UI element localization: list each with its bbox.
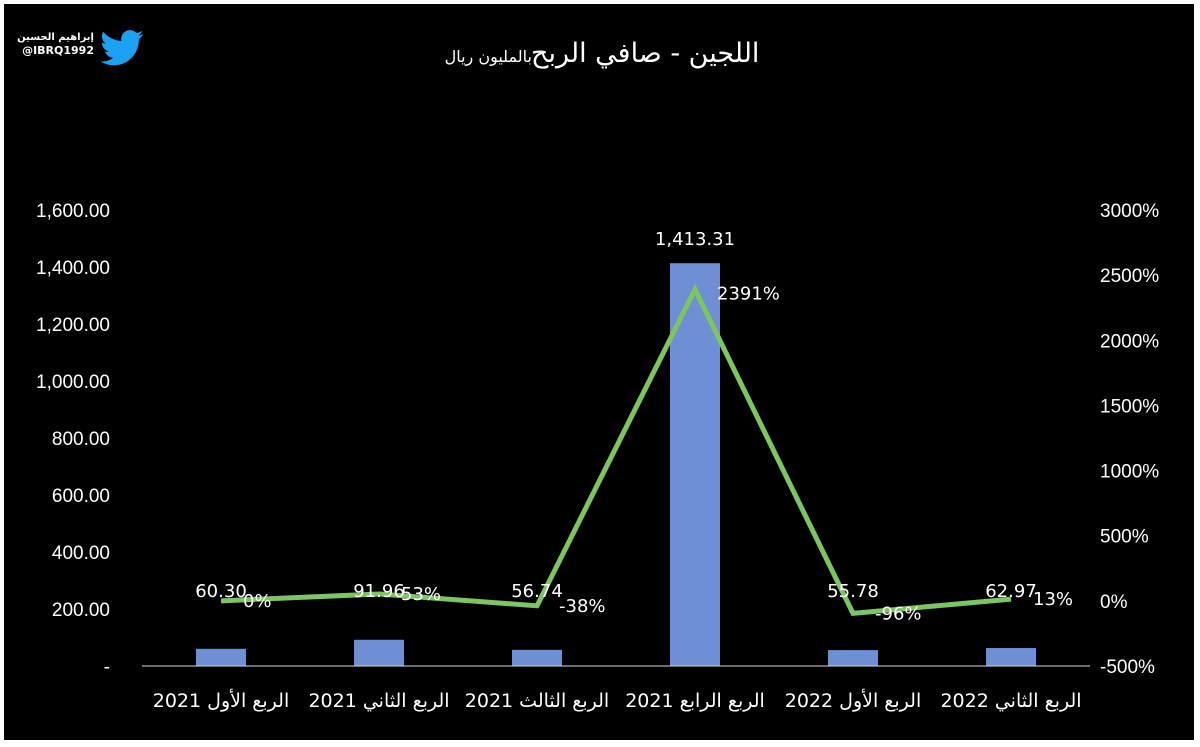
left-axis: - 200.00 400.00 600.00 800.00 1,000.00 1,200.0… [36, 201, 110, 678]
category-label: الربع الثاني 2022 [940, 690, 1081, 712]
bar [354, 639, 404, 666]
bar [986, 648, 1036, 666]
growth-line [220, 283, 1012, 617]
chart-svg: إبراهيم الحسين @IBRQ1992 اللجين - صافي ا… [17, 30, 1159, 712]
left-tick-label: 1,400.00 [36, 258, 110, 279]
bar-series [196, 263, 1036, 666]
left-tick-label: - [104, 657, 110, 678]
right-tick-label: 3000% [1100, 201, 1159, 222]
left-tick-label: 1,600.00 [36, 201, 110, 222]
bar [670, 263, 720, 666]
left-tick-label: 400.00 [52, 543, 110, 564]
bar-value-label: 62.97 [985, 581, 1037, 602]
category-label: الربع الأول 2021 [153, 689, 290, 712]
chart-subtitle: بالمليون ريال [445, 47, 532, 67]
growth-value-label: -38% [559, 596, 606, 617]
growth-value-label: -96% [875, 603, 922, 624]
bar-value-label: 1,413.31 [655, 229, 735, 250]
right-axis: -500% 0% 500% 1000% 1500% 2000% 2500% 3000% [1100, 201, 1159, 678]
right-tick-label: -500% [1100, 657, 1155, 678]
category-label: الربع الثالث 2021 [465, 690, 609, 712]
chart-title-main: اللجين - صافي الربح [531, 38, 759, 69]
chart-frame: إبراهيم الحسين @IBRQ1992 اللجين - صافي ا… [4, 4, 1194, 740]
bar-value-label: 55.78 [827, 581, 879, 602]
left-tick-label: 800.00 [52, 429, 110, 450]
left-tick-label: 1,000.00 [36, 372, 110, 393]
right-tick-label: 1500% [1100, 396, 1159, 417]
bar-value-label: 56.74 [511, 581, 563, 602]
credit-handle: @IBRQ1992 [22, 44, 94, 57]
growth-value-label: 53% [401, 584, 441, 605]
bar [828, 650, 878, 666]
left-tick-label: 200.00 [52, 600, 110, 621]
category-label: الربع الرابع 2021 [625, 690, 765, 712]
right-tick-label: 0% [1100, 592, 1128, 613]
growth-value-label: 0% [243, 591, 272, 612]
left-tick-label: 600.00 [52, 486, 110, 507]
bar [196, 648, 246, 666]
line-series [220, 283, 1012, 617]
left-tick-label: 1,200.00 [36, 315, 110, 336]
right-tick-label: 500% [1100, 527, 1149, 548]
category-label: الربع الأول 2022 [785, 689, 922, 712]
chart-title: اللجين - صافي الربح بالمليون ريال [445, 38, 760, 69]
growth-value-label: 2391% [717, 283, 780, 304]
line-data-labels: 0% 53% -38% 2391% -96% 13% [243, 283, 1073, 624]
right-tick-label: 1000% [1100, 462, 1159, 483]
category-label: الربع الثاني 2021 [308, 690, 449, 712]
growth-value-label: 13% [1033, 589, 1073, 610]
twitter-bird-icon [100, 30, 144, 66]
bar-data-labels: 60.30 91.96 56.74 1,413.31 55.78 62.97 [195, 229, 1037, 602]
right-tick-label: 2500% [1100, 266, 1159, 287]
category-labels: الربع الأول 2021 الربع الثاني 2021 الربع ا… [153, 689, 1082, 712]
credit-name: إبراهيم الحسين [17, 32, 94, 43]
right-tick-label: 2000% [1100, 331, 1159, 352]
credit-block: إبراهيم الحسين @IBRQ1992 [17, 30, 144, 66]
bar [512, 649, 562, 666]
bar-value-label: 91.96 [353, 581, 405, 602]
bar-value-label: 60.30 [195, 581, 247, 602]
